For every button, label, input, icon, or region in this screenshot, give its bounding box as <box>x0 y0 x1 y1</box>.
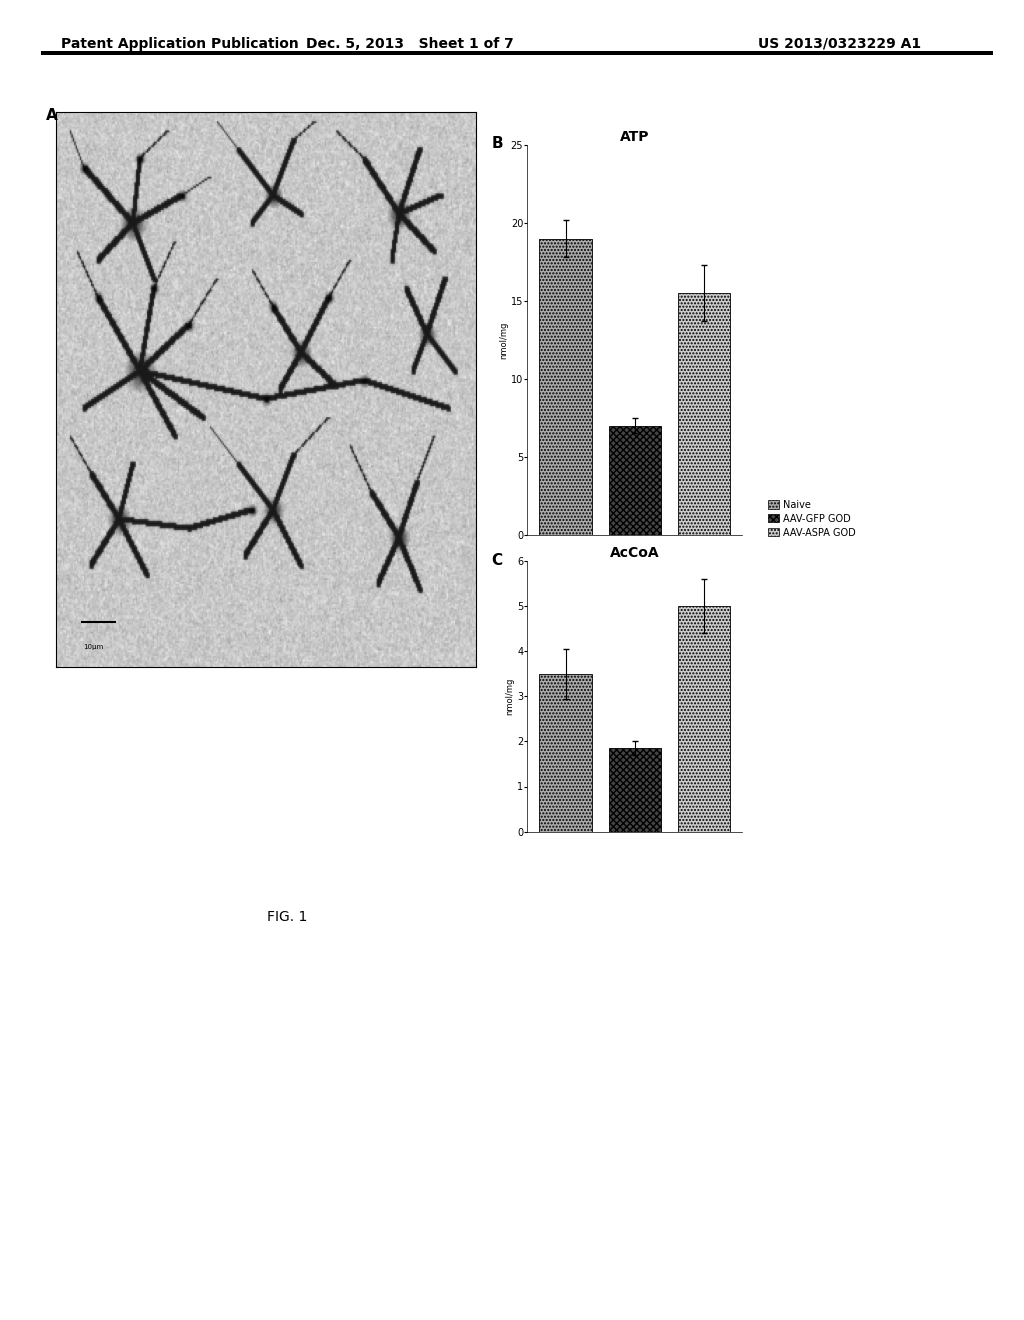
Text: US 2013/0323229 A1: US 2013/0323229 A1 <box>758 37 922 51</box>
Y-axis label: nmol/mg: nmol/mg <box>499 321 508 359</box>
Bar <box>609 425 660 535</box>
Legend: Naive, AAV-GFP GOD, AAV-ASPA GOD: Naive, AAV-GFP GOD, AAV-ASPA GOD <box>768 500 856 537</box>
Text: Dec. 5, 2013   Sheet 1 of 7: Dec. 5, 2013 Sheet 1 of 7 <box>306 37 513 51</box>
Bar <box>540 673 592 832</box>
Text: FIG. 1: FIG. 1 <box>266 911 307 924</box>
Title: ATP: ATP <box>621 131 649 144</box>
Bar <box>609 748 660 832</box>
Text: 10μm: 10μm <box>84 644 103 649</box>
Text: A: A <box>46 108 57 123</box>
Text: B: B <box>492 136 503 150</box>
Bar <box>540 239 592 535</box>
Y-axis label: nmol/mg: nmol/mg <box>505 677 514 715</box>
Text: C: C <box>492 553 503 568</box>
Bar <box>678 606 730 832</box>
Bar <box>678 293 730 535</box>
Text: Patent Application Publication: Patent Application Publication <box>61 37 299 51</box>
Title: AcCoA: AcCoA <box>610 546 659 560</box>
